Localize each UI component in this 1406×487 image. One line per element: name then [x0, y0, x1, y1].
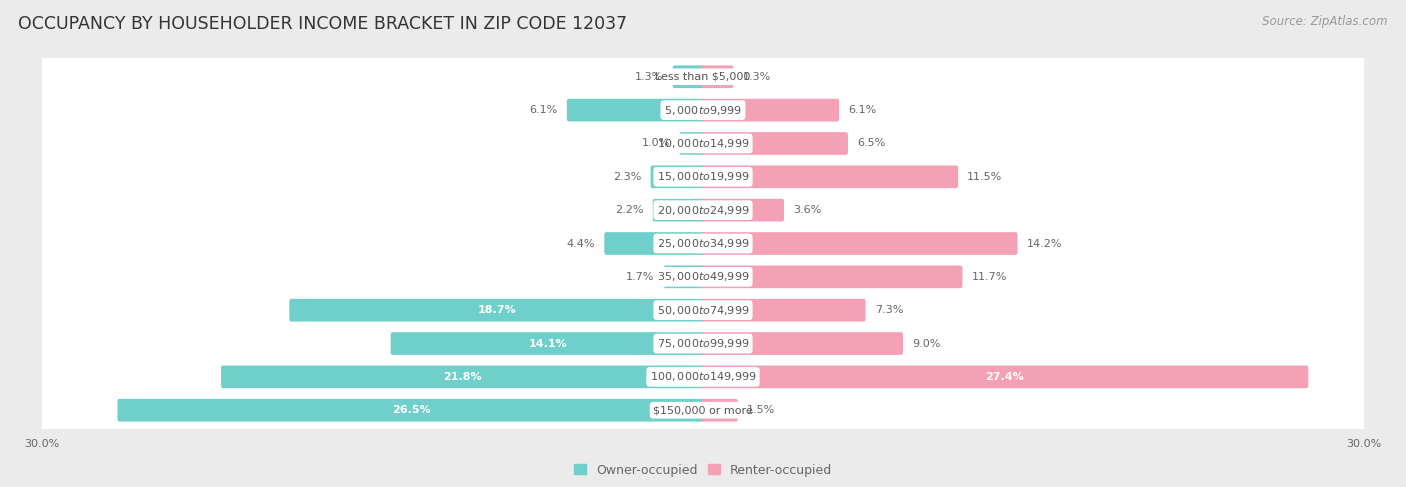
Text: 14.1%: 14.1% [529, 338, 567, 349]
Text: $20,000 to $24,999: $20,000 to $24,999 [657, 204, 749, 217]
FancyBboxPatch shape [39, 391, 1367, 430]
Text: 4.4%: 4.4% [567, 239, 595, 248]
FancyBboxPatch shape [651, 166, 704, 188]
Text: 1.3%: 1.3% [636, 72, 664, 82]
Text: Less than $5,000: Less than $5,000 [655, 72, 751, 82]
FancyBboxPatch shape [672, 65, 704, 88]
FancyBboxPatch shape [605, 232, 704, 255]
Text: 2.3%: 2.3% [613, 172, 641, 182]
FancyBboxPatch shape [702, 166, 957, 188]
Text: $35,000 to $49,999: $35,000 to $49,999 [657, 270, 749, 283]
FancyBboxPatch shape [702, 132, 848, 155]
Text: 6.1%: 6.1% [848, 105, 876, 115]
FancyBboxPatch shape [39, 124, 1367, 163]
Legend: Owner-occupied, Renter-occupied: Owner-occupied, Renter-occupied [568, 459, 838, 482]
FancyBboxPatch shape [702, 366, 1309, 388]
FancyBboxPatch shape [702, 232, 1018, 255]
FancyBboxPatch shape [39, 257, 1367, 297]
FancyBboxPatch shape [39, 357, 1367, 396]
Text: $100,000 to $149,999: $100,000 to $149,999 [650, 371, 756, 383]
Text: $5,000 to $9,999: $5,000 to $9,999 [664, 104, 742, 116]
FancyBboxPatch shape [702, 199, 785, 222]
FancyBboxPatch shape [39, 157, 1367, 196]
FancyBboxPatch shape [702, 99, 839, 121]
Text: 27.4%: 27.4% [986, 372, 1024, 382]
Text: 14.2%: 14.2% [1026, 239, 1063, 248]
FancyBboxPatch shape [118, 399, 704, 422]
Text: $15,000 to $19,999: $15,000 to $19,999 [657, 170, 749, 183]
FancyBboxPatch shape [39, 324, 1367, 363]
Text: 7.3%: 7.3% [875, 305, 903, 315]
FancyBboxPatch shape [679, 132, 704, 155]
FancyBboxPatch shape [702, 399, 738, 422]
Text: Source: ZipAtlas.com: Source: ZipAtlas.com [1263, 15, 1388, 28]
Text: 3.6%: 3.6% [793, 205, 821, 215]
FancyBboxPatch shape [39, 190, 1367, 230]
FancyBboxPatch shape [39, 91, 1367, 130]
Text: 6.5%: 6.5% [858, 138, 886, 149]
Text: 26.5%: 26.5% [392, 405, 430, 415]
Text: $10,000 to $14,999: $10,000 to $14,999 [657, 137, 749, 150]
Text: 1.0%: 1.0% [641, 138, 669, 149]
Text: 21.8%: 21.8% [443, 372, 482, 382]
FancyBboxPatch shape [664, 265, 704, 288]
FancyBboxPatch shape [702, 265, 963, 288]
FancyBboxPatch shape [652, 199, 704, 222]
Text: OCCUPANCY BY HOUSEHOLDER INCOME BRACKET IN ZIP CODE 12037: OCCUPANCY BY HOUSEHOLDER INCOME BRACKET … [18, 15, 627, 33]
Text: 11.7%: 11.7% [972, 272, 1007, 282]
FancyBboxPatch shape [39, 224, 1367, 263]
Text: 18.7%: 18.7% [478, 305, 516, 315]
Text: $150,000 or more: $150,000 or more [654, 405, 752, 415]
Text: 2.2%: 2.2% [614, 205, 644, 215]
Text: 9.0%: 9.0% [912, 338, 941, 349]
Text: 6.1%: 6.1% [530, 105, 558, 115]
Text: $75,000 to $99,999: $75,000 to $99,999 [657, 337, 749, 350]
Text: $50,000 to $74,999: $50,000 to $74,999 [657, 304, 749, 317]
Text: $25,000 to $34,999: $25,000 to $34,999 [657, 237, 749, 250]
FancyBboxPatch shape [702, 332, 903, 355]
Text: 1.5%: 1.5% [747, 405, 775, 415]
Text: 1.7%: 1.7% [626, 272, 655, 282]
FancyBboxPatch shape [391, 332, 704, 355]
FancyBboxPatch shape [567, 99, 704, 121]
FancyBboxPatch shape [221, 366, 704, 388]
FancyBboxPatch shape [702, 299, 866, 321]
FancyBboxPatch shape [39, 57, 1367, 96]
FancyBboxPatch shape [702, 65, 734, 88]
FancyBboxPatch shape [39, 291, 1367, 330]
Text: 1.3%: 1.3% [742, 72, 770, 82]
Text: 11.5%: 11.5% [967, 172, 1002, 182]
FancyBboxPatch shape [290, 299, 704, 321]
